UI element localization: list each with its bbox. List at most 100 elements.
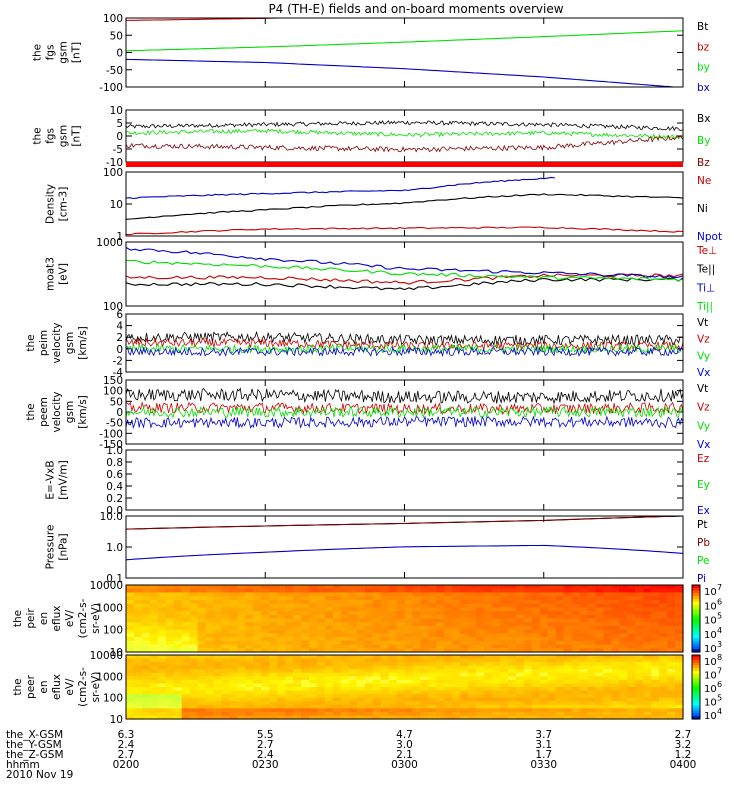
spectrogram-cell xyxy=(452,585,461,590)
spectrogram-cell xyxy=(603,704,612,709)
spectrogram-cell xyxy=(285,676,294,681)
legend-te: Te⊥ xyxy=(696,245,717,257)
spectrogram-cell xyxy=(372,690,382,695)
series-vx-line xyxy=(125,346,684,358)
spectrogram-cell xyxy=(245,669,254,674)
spectrogram-cell xyxy=(301,701,310,706)
spectrogram-cell xyxy=(285,679,294,685)
spectrogram-cell xyxy=(587,625,597,631)
spectrogram-cell xyxy=(563,618,573,623)
spectrogram-cell xyxy=(579,687,589,692)
spectrogram-cell xyxy=(213,592,223,597)
spectrogram-cell xyxy=(396,683,406,688)
spectrogram-cell xyxy=(181,607,191,612)
spectrogram-cell xyxy=(316,603,326,608)
spectrogram-cell xyxy=(133,640,143,646)
spectrogram-cell xyxy=(126,683,135,688)
spectrogram-cell xyxy=(309,592,318,597)
spectrogram-cell xyxy=(643,596,652,601)
spectrogram-cell xyxy=(675,585,684,590)
spectrogram-cell xyxy=(555,679,565,685)
spectrogram-cell xyxy=(324,588,334,594)
spectrogram-cell xyxy=(237,658,246,663)
spectrogram-cell xyxy=(332,715,342,720)
spectrogram-cell xyxy=(221,614,231,620)
spectrogram-cell xyxy=(356,665,366,670)
spectrogram-cell xyxy=(611,644,620,649)
spectrogram-cell xyxy=(316,599,326,605)
spectrogram-cell xyxy=(157,599,167,605)
spectrogram-cell xyxy=(396,629,406,634)
panel-8-y-label: Pressure[nPa] xyxy=(45,525,70,570)
series-ti-line xyxy=(125,246,684,279)
spectrogram-cell xyxy=(189,640,199,646)
spectrogram-cell xyxy=(141,592,151,597)
spectrogram-cell xyxy=(205,711,215,717)
spectrogram-cell xyxy=(675,658,684,663)
spectrogram-cell xyxy=(197,592,207,597)
spectrogram-cell xyxy=(444,625,453,631)
spectrogram-cell xyxy=(460,676,469,681)
spectrogram-cell xyxy=(388,711,398,717)
spectrogram-cell xyxy=(444,694,453,699)
spectrogram-cell xyxy=(348,690,358,695)
spectrogram-cell xyxy=(659,662,668,667)
spectrogram-cell xyxy=(165,701,175,706)
spectrogram-cell xyxy=(579,708,589,713)
spectrogram-cell xyxy=(643,665,652,670)
spectrogram-cell xyxy=(563,672,573,677)
spectrogram-cell xyxy=(444,648,453,653)
spectrogram-cell xyxy=(476,611,485,616)
spectrogram-cell xyxy=(157,683,167,688)
spectrogram-cell xyxy=(364,648,374,653)
spectrogram-cell xyxy=(229,592,238,597)
spectrogram-cell xyxy=(356,711,366,717)
spectrogram-cell xyxy=(428,614,437,620)
spectrogram-cell xyxy=(372,694,382,699)
spectrogram-cell xyxy=(324,694,334,699)
spectrogram-cell xyxy=(173,704,183,709)
colorbar-tick-exponent: 3 xyxy=(717,640,722,649)
spectrogram-cell xyxy=(380,633,390,638)
spectrogram-cell xyxy=(531,622,541,627)
panel-10-y-label: thepeerenefluxeV/(cm2-s-sr-eV) xyxy=(12,667,102,707)
spectrogram-cell xyxy=(515,687,525,692)
colorbar-tick-exponent: 6 xyxy=(717,597,722,606)
spectrogram-cell xyxy=(412,676,422,681)
spectrogram-cell xyxy=(563,676,573,681)
colorbar-cell xyxy=(692,643,700,648)
y-tick-label: 100 xyxy=(103,625,123,637)
spectrogram-cell xyxy=(165,625,175,631)
spectrogram-cell xyxy=(348,672,358,677)
spectrogram-cell xyxy=(563,665,573,670)
spectrogram-cell xyxy=(515,683,525,688)
spectrogram-cell xyxy=(285,633,294,638)
spectrogram-cell xyxy=(675,618,684,623)
spectrogram-cell xyxy=(173,625,183,631)
spectrogram-cell xyxy=(651,658,660,663)
spectrogram-cell xyxy=(213,694,223,699)
spectrogram-cell xyxy=(675,648,684,653)
spectrogram-cell xyxy=(563,629,573,634)
spectrogram-cell xyxy=(364,640,374,646)
spectrogram-cell xyxy=(388,614,398,620)
spectrogram-cell xyxy=(595,683,605,688)
spectrogram-cell xyxy=(484,687,493,692)
spectrogram-cell xyxy=(492,644,501,649)
spectrogram-cell xyxy=(619,592,628,597)
spectrogram-cell xyxy=(531,625,541,631)
spectrogram-cell xyxy=(555,640,565,646)
spectrogram-cell xyxy=(324,614,334,620)
spectrogram-cell xyxy=(587,683,597,688)
spectrogram-cell xyxy=(324,644,334,649)
spectrogram-cell xyxy=(205,588,215,594)
spectrogram-cell xyxy=(340,701,350,706)
spectrogram-cell xyxy=(404,694,414,699)
spectrogram-cell xyxy=(476,687,485,692)
spectrogram-cell xyxy=(205,611,215,616)
spectrogram-cell xyxy=(667,633,676,638)
spectrogram-cell xyxy=(181,669,191,674)
spectrogram-cell xyxy=(523,640,533,646)
y-tick-label: 100 xyxy=(103,693,123,705)
spectrogram-cell xyxy=(356,658,366,663)
